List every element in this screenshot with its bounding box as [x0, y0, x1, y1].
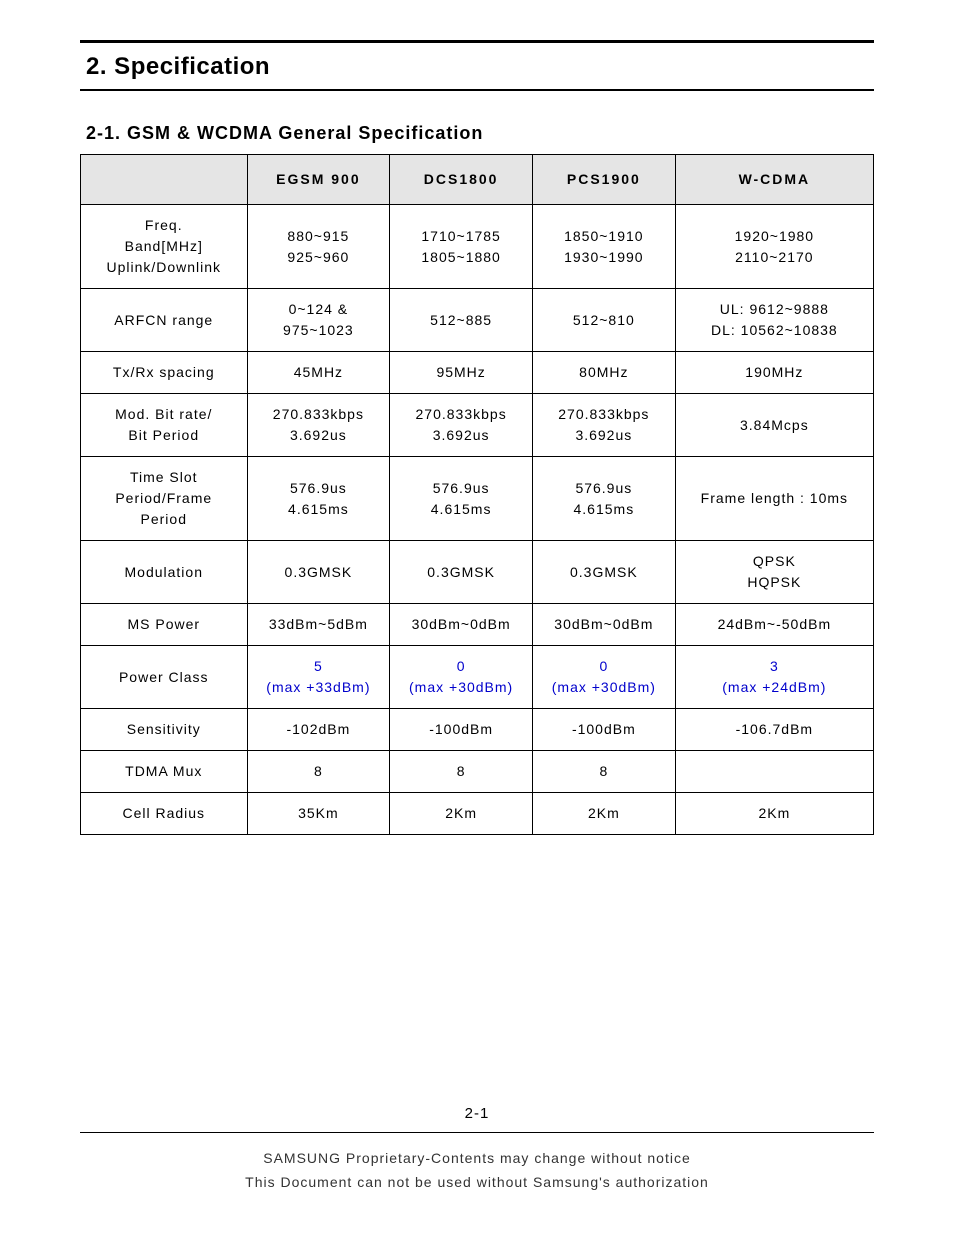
- table-row: Mod. Bit rate/ Bit Period270.833kbps 3.6…: [81, 394, 874, 457]
- row-label: Freq. Band[MHz] Uplink/Downlink: [81, 205, 248, 289]
- table-head: EGSM 900 DCS1800 PCS1900 W-CDMA: [81, 155, 874, 205]
- row-label: Cell Radius: [81, 793, 248, 835]
- row-label: ARFCN range: [81, 289, 248, 352]
- table-row: Power Class 5 (max +33dBm) 0 (max +30dBm) 0…: [81, 646, 874, 709]
- row-label: Time Slot Period/Frame Period: [81, 457, 248, 541]
- heading-underline: [80, 89, 874, 91]
- cell: 2Km: [532, 793, 675, 835]
- header-col-1: DCS1800: [390, 155, 533, 205]
- cell: -100dBm: [390, 709, 533, 751]
- header-blank: [81, 155, 248, 205]
- cell: 512~885: [390, 289, 533, 352]
- cell: UL: 9612~9888 DL: 10562~10838: [675, 289, 873, 352]
- cell: 0 (max +30dBm): [532, 646, 675, 709]
- footer-rule: [80, 1132, 874, 1133]
- footer-line-1: SAMSUNG Proprietary-Contents may change …: [80, 1147, 874, 1171]
- link-text[interactable]: 0 (max +30dBm): [552, 658, 656, 695]
- row-label: Power Class: [81, 646, 248, 709]
- cell: 1920~1980 2110~2170: [675, 205, 873, 289]
- cell: 30dBm~0dBm: [390, 604, 533, 646]
- link-text[interactable]: 5 (max +33dBm): [266, 658, 370, 695]
- cell: 95MHz: [390, 352, 533, 394]
- table-row: Freq. Band[MHz] Uplink/Downlink880~915 9…: [81, 205, 874, 289]
- cell: 270.833kbps 3.692us: [532, 394, 675, 457]
- cell: 0 (max +30dBm): [390, 646, 533, 709]
- heading-2: 2-1. GSM & WCDMA General Specification: [86, 123, 874, 144]
- row-label: Modulation: [81, 541, 248, 604]
- footer-text: SAMSUNG Proprietary-Contents may change …: [80, 1147, 874, 1195]
- cell: 8: [390, 751, 533, 793]
- row-label: Mod. Bit rate/ Bit Period: [81, 394, 248, 457]
- table-body: Freq. Band[MHz] Uplink/Downlink880~915 9…: [81, 205, 874, 835]
- cell: 576.9us 4.615ms: [390, 457, 533, 541]
- cell: 8: [532, 751, 675, 793]
- cell: 80MHz: [532, 352, 675, 394]
- cell: 30dBm~0dBm: [532, 604, 675, 646]
- table-row: Time Slot Period/Frame Period576.9us 4.6…: [81, 457, 874, 541]
- cell: 35Km: [247, 793, 390, 835]
- spec-table: EGSM 900 DCS1800 PCS1900 W-CDMA Freq. Ba…: [80, 154, 874, 835]
- row-label: MS Power: [81, 604, 248, 646]
- link-text[interactable]: 3 (max +24dBm): [722, 658, 826, 695]
- cell: 8: [247, 751, 390, 793]
- page-number: 2-1: [80, 1105, 874, 1122]
- cell: QPSK HQPSK: [675, 541, 873, 604]
- row-label: Sensitivity: [81, 709, 248, 751]
- cell: -100dBm: [532, 709, 675, 751]
- top-rule: [80, 40, 874, 43]
- table-row: Cell Radius35Km2Km2Km2Km: [81, 793, 874, 835]
- cell: 0.3GMSK: [532, 541, 675, 604]
- cell: 190MHz: [675, 352, 873, 394]
- cell: 270.833kbps 3.692us: [390, 394, 533, 457]
- cell: 0.3GMSK: [247, 541, 390, 604]
- cell: 512~810: [532, 289, 675, 352]
- cell: 2Km: [675, 793, 873, 835]
- header-col-2: PCS1900: [532, 155, 675, 205]
- cell: 3.84Mcps: [675, 394, 873, 457]
- heading-1: 2. Specification: [86, 53, 874, 81]
- cell: 3 (max +24dBm): [675, 646, 873, 709]
- row-label: Tx/Rx spacing: [81, 352, 248, 394]
- table-row: ARFCN range0~124 & 975~1023512~885512~81…: [81, 289, 874, 352]
- cell: Frame length : 10ms: [675, 457, 873, 541]
- cell: 24dBm~-50dBm: [675, 604, 873, 646]
- cell: [675, 751, 873, 793]
- cell: 0~124 & 975~1023: [247, 289, 390, 352]
- table-row: Modulation0.3GMSK0.3GMSK0.3GMSKQPSK HQPS…: [81, 541, 874, 604]
- page: 2. Specification 2-1. GSM & WCDMA Genera…: [0, 0, 954, 1235]
- cell: 880~915 925~960: [247, 205, 390, 289]
- table-row: MS Power33dBm~5dBm30dBm~0dBm30dBm~0dBm24…: [81, 604, 874, 646]
- cell: 1850~1910 1930~1990: [532, 205, 675, 289]
- link-text[interactable]: 0 (max +30dBm): [409, 658, 513, 695]
- header-row: EGSM 900 DCS1800 PCS1900 W-CDMA: [81, 155, 874, 205]
- footer: 2-1 SAMSUNG Proprietary-Contents may cha…: [80, 1105, 874, 1195]
- footer-line-2: This Document can not be used without Sa…: [80, 1171, 874, 1195]
- header-col-3: W-CDMA: [675, 155, 873, 205]
- cell: -106.7dBm: [675, 709, 873, 751]
- cell: 33dBm~5dBm: [247, 604, 390, 646]
- cell: 0.3GMSK: [390, 541, 533, 604]
- cell: 2Km: [390, 793, 533, 835]
- cell: 45MHz: [247, 352, 390, 394]
- table-row: TDMA Mux888: [81, 751, 874, 793]
- row-label: TDMA Mux: [81, 751, 248, 793]
- cell: 576.9us 4.615ms: [247, 457, 390, 541]
- cell: 1710~1785 1805~1880: [390, 205, 533, 289]
- cell: 5 (max +33dBm): [247, 646, 390, 709]
- table-row: Tx/Rx spacing45MHz95MHz80MHz190MHz: [81, 352, 874, 394]
- cell: 270.833kbps 3.692us: [247, 394, 390, 457]
- cell: -102dBm: [247, 709, 390, 751]
- table-row: Sensitivity-102dBm-100dBm-100dBm-106.7dB…: [81, 709, 874, 751]
- header-col-0: EGSM 900: [247, 155, 390, 205]
- cell: 576.9us 4.615ms: [532, 457, 675, 541]
